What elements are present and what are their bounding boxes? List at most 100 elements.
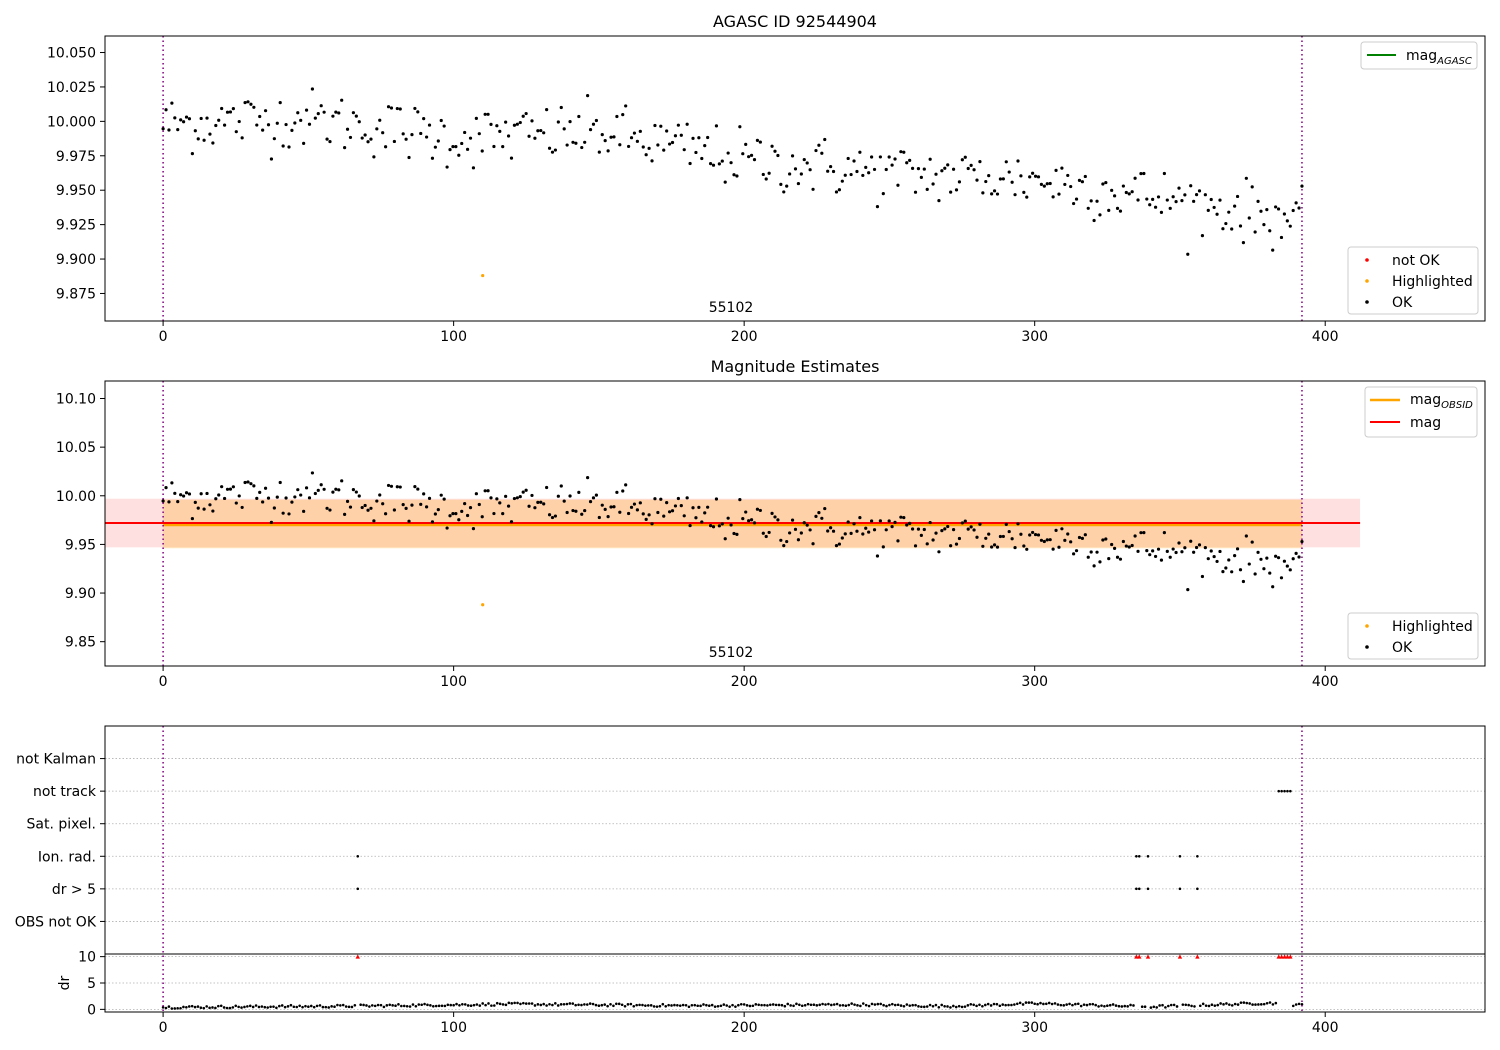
ok-point (954, 542, 959, 546)
ok-point (773, 149, 777, 153)
ok-point (954, 188, 959, 192)
ok-point (196, 506, 200, 510)
ok-point (413, 485, 417, 489)
ok-point (1244, 176, 1248, 180)
ok-point (436, 508, 440, 512)
ok-point (1153, 205, 1158, 209)
ok-point (1045, 538, 1049, 542)
ok-point (747, 519, 751, 523)
ok-point (398, 485, 402, 489)
dr-point (333, 1005, 336, 1009)
ok-point (1221, 570, 1225, 574)
ok-point (287, 145, 291, 149)
ok-point (375, 499, 379, 503)
ok-point (366, 140, 370, 144)
ok-point (366, 508, 370, 512)
ok-point (919, 533, 923, 537)
ok-point (430, 520, 435, 524)
ok-point (612, 135, 616, 139)
ok-point (524, 488, 528, 492)
dr-point (504, 1003, 508, 1007)
ok-point (951, 528, 956, 532)
ok-point (782, 544, 786, 548)
ok-point (820, 516, 824, 520)
ok-point (237, 119, 241, 124)
legend-ok-label: OK (1392, 295, 1413, 311)
ok-point (834, 190, 839, 194)
ok-point (1115, 555, 1120, 559)
ok-point (208, 132, 212, 136)
dr-point (893, 1003, 897, 1007)
ok-point (577, 490, 581, 494)
ok-point (258, 114, 262, 119)
ok-point (460, 141, 464, 146)
ok-point (1279, 576, 1284, 580)
dr-point (205, 1005, 208, 1008)
ok-point (351, 111, 356, 115)
ok-point (843, 173, 847, 177)
ok-point (261, 128, 265, 132)
panel1-frame (104, 35, 1486, 322)
ok-point (1022, 544, 1026, 548)
ok-point (776, 518, 780, 522)
ok-point (779, 182, 783, 186)
ok-point (890, 163, 894, 167)
dr-point (966, 1004, 970, 1007)
dr-point (225, 1006, 229, 1010)
dr-point (803, 1003, 807, 1007)
dr-point (830, 1003, 833, 1007)
ok-point (176, 500, 180, 504)
dr-point (1018, 1001, 1022, 1005)
ok-point (714, 497, 719, 501)
ok-point (1186, 588, 1190, 592)
dr-point (272, 1005, 275, 1008)
ok-point (629, 136, 634, 140)
ok-point (577, 114, 581, 119)
panel-magnitude-estimates: Magnitude Estimates 0 100 200 300 400 9.85 9.9… (56, 357, 1486, 690)
dr-point (606, 1004, 609, 1008)
ok-point (1048, 181, 1052, 186)
dr-point (983, 1003, 987, 1007)
dr-point (1140, 1005, 1144, 1009)
ok-point (404, 137, 408, 141)
ok-point (644, 517, 648, 521)
ok-point (357, 494, 361, 498)
dr-point (832, 1003, 836, 1006)
ok-point (1238, 224, 1243, 228)
ok-point (1168, 555, 1172, 559)
dr-point (373, 1004, 377, 1008)
dr-point (696, 1004, 699, 1008)
dr-point (655, 1005, 659, 1008)
ok-point (1133, 534, 1137, 538)
dr-point (219, 1004, 223, 1008)
ok-point (322, 110, 326, 114)
dr-point (1068, 1002, 1071, 1006)
dr-point (248, 1004, 252, 1008)
dr-point (1242, 1001, 1246, 1004)
x-tick-label: 0 (159, 329, 168, 345)
ok-point (389, 484, 394, 488)
ok-point (1104, 537, 1108, 541)
dr-point (969, 1002, 973, 1006)
flag-point (1135, 854, 1138, 858)
ok-point (369, 506, 373, 510)
dr-point (617, 1002, 621, 1006)
ok-point (957, 536, 962, 541)
dr-point (783, 1004, 787, 1008)
ok-point (451, 144, 455, 149)
ok-point (477, 132, 481, 136)
ok-point (275, 495, 279, 499)
dr-axis-label: dr (57, 975, 73, 990)
dr-point (417, 1003, 421, 1006)
dr-point (809, 1003, 813, 1007)
dr-point (161, 1006, 165, 1009)
dr-point (449, 1003, 453, 1007)
ok-point (896, 539, 900, 543)
ok-point (908, 158, 912, 163)
legend2-highlighted-label: Highlighted (1392, 619, 1473, 635)
dr-point (539, 1003, 543, 1007)
ok-point (1004, 522, 1008, 526)
ok-point (975, 535, 979, 539)
dr-point (1251, 1003, 1254, 1006)
ok-point (908, 521, 912, 525)
